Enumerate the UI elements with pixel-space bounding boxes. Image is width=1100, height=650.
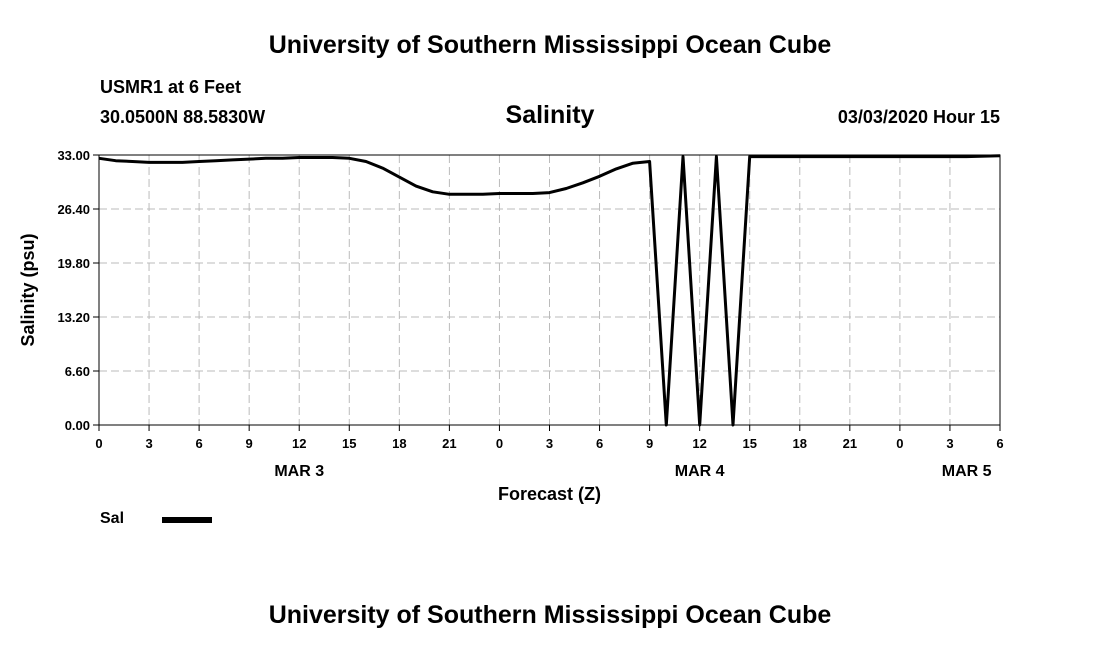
footer-title: University of Southern Mississippi Ocean… xyxy=(268,601,832,629)
date-labels: MAR 3 MAR 4 MAR 5 xyxy=(274,463,991,480)
legend-swatch-sal xyxy=(162,517,212,523)
y-axis-label: Salinity (psu) xyxy=(18,233,38,346)
x-tick-label: 21 xyxy=(843,436,857,451)
station-coordinates: 30.0500N 88.5830W xyxy=(100,107,266,127)
x-tick-label: 18 xyxy=(392,436,406,451)
x-axis-label: Forecast (Z) xyxy=(498,484,601,504)
x-tick-label: 0 xyxy=(95,436,102,451)
x-tick-label: 15 xyxy=(342,436,356,451)
series-layer xyxy=(98,154,1001,427)
x-tick-label: 0 xyxy=(896,436,903,451)
x-tick-label: 6 xyxy=(596,436,603,451)
x-tick-label: 12 xyxy=(292,436,306,451)
page-title: University of Southern Mississippi Ocean… xyxy=(268,31,832,59)
plot-frame xyxy=(98,154,1001,426)
x-tick-label: 0 xyxy=(496,436,503,451)
legend-label-sal: Sal xyxy=(100,510,125,527)
y-tick-label: 19.80 xyxy=(57,256,90,271)
y-tick-label: 0.00 xyxy=(65,418,90,433)
x-tick-label: 15 xyxy=(742,436,756,451)
station-label: USMR1 at 6 Feet xyxy=(100,77,242,97)
y-tick-label: 13.20 xyxy=(57,310,90,325)
y-tick-label: 33.00 xyxy=(57,148,90,163)
y-axis-ticks: 0.00 6.60 13.20 19.80 26.40 33.00 xyxy=(57,148,99,433)
forecast-datetime: 03/03/2020 Hour 15 xyxy=(837,107,1000,127)
x-tick-label: 6 xyxy=(195,436,202,451)
x-tick-label: 18 xyxy=(793,436,807,451)
x-tick-label: 6 xyxy=(996,436,1003,451)
date-label: MAR 3 xyxy=(274,463,324,480)
x-tick-label: 21 xyxy=(442,436,456,451)
x-axis-ticks: 0 3 6 9 12 15 18 21 0 3 6 9 12 15 18 21 0 3 6 xyxy=(95,425,1004,451)
chart-grid xyxy=(99,155,1000,425)
x-tick-label: 3 xyxy=(546,436,553,451)
x-tick-label: 12 xyxy=(692,436,706,451)
y-tick-label: 26.40 xyxy=(57,202,90,217)
x-tick-label: 9 xyxy=(646,436,653,451)
x-tick-label: 3 xyxy=(145,436,152,451)
chart-title: Salinity xyxy=(505,101,595,129)
x-tick-label: 3 xyxy=(946,436,953,451)
date-label: MAR 5 xyxy=(942,463,992,480)
series-line-sal xyxy=(98,154,1001,427)
x-tick-label: 9 xyxy=(246,436,253,451)
date-label: MAR 4 xyxy=(675,463,725,480)
y-tick-label: 6.60 xyxy=(65,364,90,379)
